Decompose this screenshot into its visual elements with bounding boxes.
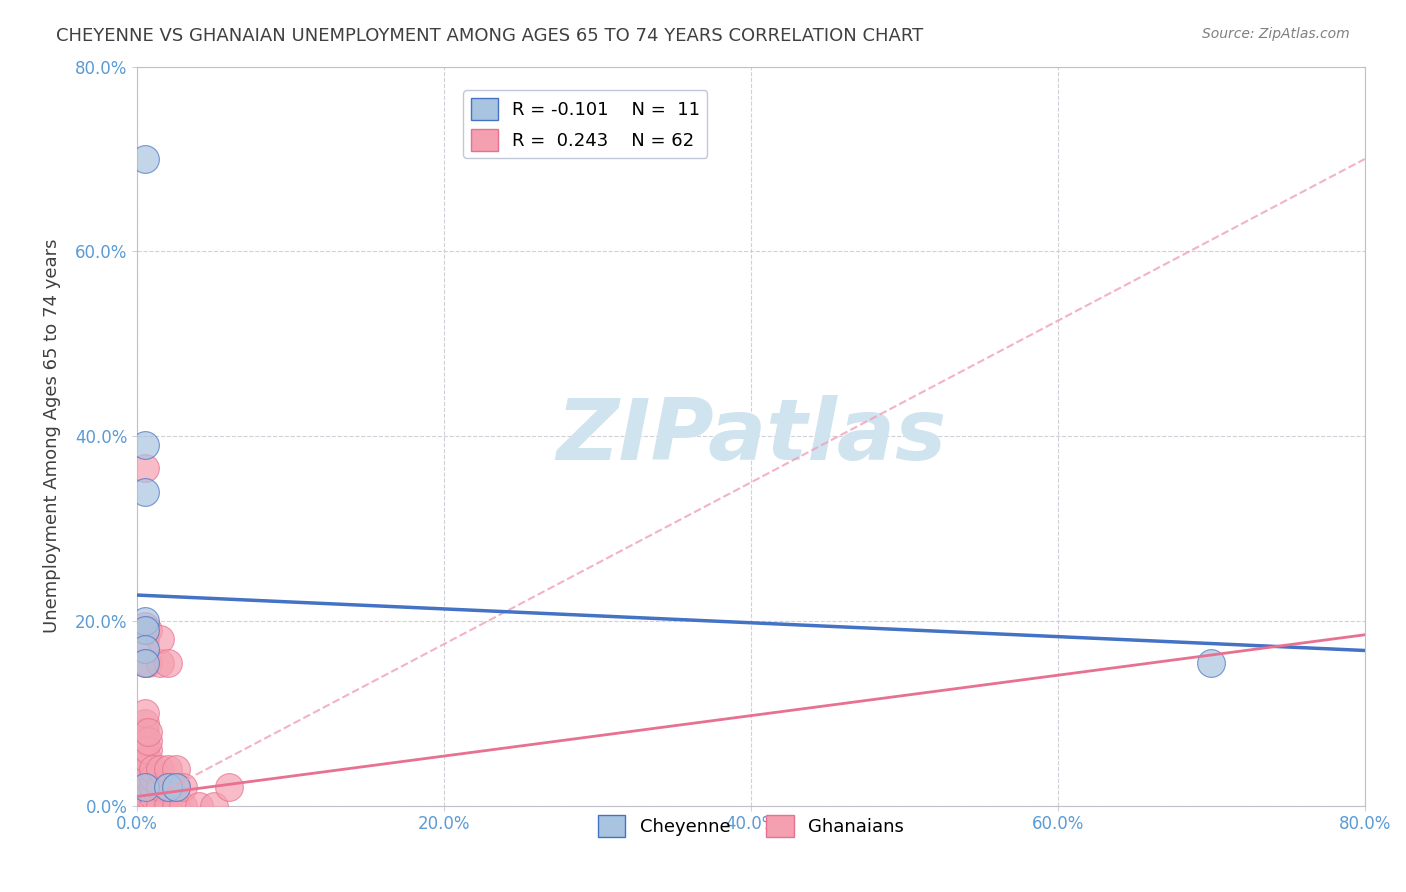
- Point: [142, 780, 165, 795]
- Point: [156, 798, 179, 813]
- Point: [134, 614, 156, 628]
- Point: [136, 656, 159, 670]
- Point: [134, 461, 156, 475]
- Point: [134, 762, 156, 776]
- Point: [1201, 656, 1223, 670]
- Point: [131, 771, 153, 785]
- Point: [165, 762, 187, 776]
- Text: CHEYENNE VS GHANAIAN UNEMPLOYMENT AMONG AGES 65 TO 74 YEARS CORRELATION CHART: CHEYENNE VS GHANAIAN UNEMPLOYMENT AMONG …: [56, 27, 924, 45]
- Point: [134, 656, 156, 670]
- Point: [202, 798, 225, 813]
- Point: [136, 734, 159, 748]
- Point: [187, 798, 209, 813]
- Point: [131, 762, 153, 776]
- Point: [149, 632, 172, 647]
- Point: [134, 771, 156, 785]
- Point: [136, 623, 159, 637]
- Point: [134, 632, 156, 647]
- Point: [134, 743, 156, 757]
- Point: [131, 743, 153, 757]
- Point: [134, 715, 156, 730]
- Point: [149, 780, 172, 795]
- Point: [131, 752, 153, 766]
- Point: [131, 789, 153, 804]
- Point: [142, 771, 165, 785]
- Point: [136, 789, 159, 804]
- Point: [136, 771, 159, 785]
- Point: [156, 780, 179, 795]
- Point: [134, 789, 156, 804]
- Point: [142, 762, 165, 776]
- Point: [136, 780, 159, 795]
- Point: [134, 484, 156, 499]
- Point: [136, 762, 159, 776]
- Point: [165, 780, 187, 795]
- Point: [172, 780, 194, 795]
- Point: [136, 752, 159, 766]
- Point: [131, 780, 153, 795]
- Point: [134, 798, 156, 813]
- Point: [131, 762, 153, 776]
- Point: [131, 771, 153, 785]
- Point: [156, 656, 179, 670]
- Point: [136, 724, 159, 739]
- Point: [165, 780, 187, 795]
- Text: Source: ZipAtlas.com: Source: ZipAtlas.com: [1202, 27, 1350, 41]
- Point: [131, 780, 153, 795]
- Point: [134, 780, 156, 795]
- Point: [134, 780, 156, 795]
- Point: [134, 623, 156, 637]
- Point: [131, 789, 153, 804]
- Point: [134, 752, 156, 766]
- Point: [149, 762, 172, 776]
- Point: [131, 752, 153, 766]
- Text: ZIPatlas: ZIPatlas: [555, 394, 946, 477]
- Point: [134, 152, 156, 166]
- Point: [142, 798, 165, 813]
- Point: [131, 734, 153, 748]
- Point: [149, 798, 172, 813]
- Point: [142, 789, 165, 804]
- Point: [218, 780, 240, 795]
- Legend: Cheyenne, Ghanaians: Cheyenne, Ghanaians: [591, 808, 911, 845]
- Point: [134, 656, 156, 670]
- Point: [134, 641, 156, 656]
- Point: [134, 618, 156, 632]
- Point: [131, 743, 153, 757]
- Point: [172, 798, 194, 813]
- Point: [136, 743, 159, 757]
- Point: [156, 780, 179, 795]
- Point: [136, 798, 159, 813]
- Point: [131, 798, 153, 813]
- Point: [134, 724, 156, 739]
- Point: [131, 780, 153, 795]
- Point: [156, 762, 179, 776]
- Point: [134, 438, 156, 452]
- Point: [134, 706, 156, 721]
- Point: [165, 798, 187, 813]
- Point: [134, 734, 156, 748]
- Y-axis label: Unemployment Among Ages 65 to 74 years: Unemployment Among Ages 65 to 74 years: [44, 239, 60, 633]
- Point: [149, 656, 172, 670]
